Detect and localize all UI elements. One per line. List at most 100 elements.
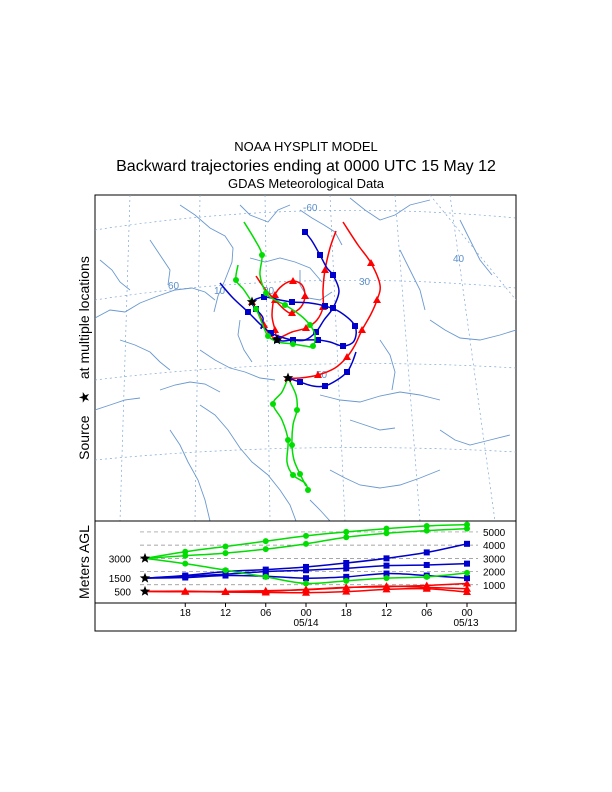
profile-trajectory-point <box>383 575 390 582</box>
profile-trajectory-point <box>383 525 390 532</box>
map-trajectory-point <box>302 324 310 331</box>
map-trajectory-point <box>314 371 322 378</box>
right-axis-label: 3000 <box>483 554 506 565</box>
profile-trajectory-point <box>303 540 309 547</box>
time-tick-label: 06 <box>421 608 433 619</box>
profile-trajectory-point <box>463 588 471 596</box>
profile-trajectory-point <box>262 538 269 545</box>
profile-trajectory-point <box>343 559 350 566</box>
profile-trajectory-point <box>262 568 269 575</box>
profile-trajectory-point <box>302 588 310 596</box>
map-trajectory-point <box>297 471 303 477</box>
time-axis: 18 12 06 00 18 12 06 00 05/14 05/13 <box>94 602 517 632</box>
profile-trajectory-point <box>383 530 390 537</box>
figure-subtitle: GDAS Meteorological Data <box>228 176 385 191</box>
map-trajectory-point <box>305 487 311 493</box>
map-trajectory-point <box>253 306 259 312</box>
map-trajectory-point <box>301 292 309 299</box>
time-tick-label: 18 <box>180 608 192 619</box>
profile-trajectory-point <box>181 587 190 595</box>
profile-trajectory-point <box>422 584 431 592</box>
right-axis-labels: 5000 4000 3000 2000 1000 <box>483 528 506 592</box>
time-tick-label: 06 <box>260 608 272 619</box>
meridian-label: 10 <box>214 286 226 297</box>
star-icon: ★ <box>76 391 92 404</box>
source-star-icon <box>246 296 258 307</box>
map-panel: -60 30 40 50 20 10 60 <box>94 194 517 522</box>
profile-trajectory-point <box>342 587 351 595</box>
start-level-label: 500 <box>114 587 131 598</box>
time-tick-label: 12 <box>381 608 393 619</box>
profile-trajectories <box>139 521 471 596</box>
profile-trajectory-point <box>222 543 229 550</box>
profile-trajectory-point <box>303 580 309 587</box>
y-axis-label: Meters AGL <box>76 525 92 599</box>
start-star-icon <box>139 585 151 596</box>
profile-trajectory-point <box>464 540 470 547</box>
svg-text:Source ★ at multip: Source ★ at multiple locations <box>76 256 92 460</box>
map-trajectory-point <box>330 272 336 278</box>
map-trajectory-point <box>297 379 303 385</box>
profile-trajectory-point <box>423 561 430 568</box>
meridian-label: 30 <box>359 277 371 288</box>
profile-trajectory-point <box>262 546 269 553</box>
map-trajectory-point <box>289 299 295 305</box>
map-trajectory-point <box>317 252 323 258</box>
source-word: Source <box>76 415 92 460</box>
map-trajectories <box>219 221 381 493</box>
map-trajectory-point <box>288 309 296 316</box>
map-trajectory-point <box>321 266 329 273</box>
start-star-icon <box>139 552 151 563</box>
map-trajectory-point <box>294 407 300 413</box>
profile-trajectory-point <box>464 569 470 576</box>
start-level-labels: 3000 1500 500 <box>109 554 132 598</box>
map-trajectory-point <box>322 383 328 389</box>
source-star-icon <box>282 372 294 383</box>
profile-trajectory-point <box>343 565 350 572</box>
profile-trajectory-point <box>221 588 230 596</box>
map-trajectory-point <box>367 259 375 266</box>
time-tick-label: 00 <box>300 608 312 619</box>
profile-trajectory-point <box>464 560 470 567</box>
profile-trajectory-point <box>303 575 309 582</box>
map-trajectory-point <box>315 337 321 343</box>
time-tick-label: 18 <box>341 608 353 619</box>
source-locations-text: at multiple locations <box>76 256 92 379</box>
figure-title-line1: NOAA HYSPLIT MODEL <box>234 139 378 154</box>
coastlines <box>95 197 516 521</box>
map-trajectory-point <box>259 252 265 258</box>
right-axis-label: 4000 <box>483 541 506 552</box>
time-tick-label: 12 <box>220 608 232 619</box>
map-background: -60 30 40 50 20 10 60 <box>95 195 516 521</box>
right-axis-label: 1000 <box>483 581 506 592</box>
map-frame <box>94 194 517 522</box>
map-trajectory-point <box>233 277 239 283</box>
start-level-label: 3000 <box>109 554 132 565</box>
profile-trajectory-point <box>343 528 350 535</box>
map-trajectory-point <box>352 323 358 329</box>
source-side-label: Source ★ at multiple locations <box>76 256 92 460</box>
profile-trajectory-point <box>261 588 270 596</box>
profile-trajectory-point <box>423 549 430 556</box>
profile-trajectory-point <box>222 567 229 574</box>
profile-trajectory-point <box>303 532 309 539</box>
meridian-label: 50 <box>316 370 328 381</box>
profile-trajectory-point <box>343 534 350 541</box>
source-star-icon <box>271 334 283 345</box>
profile-trajectory-point <box>262 573 269 580</box>
profile-trajectory-point <box>182 574 189 581</box>
profile-panel: 5000 4000 3000 2000 1000 3000 1500 500 <box>94 520 517 604</box>
map-trajectory-point <box>289 442 295 448</box>
map-trajectory-point <box>344 369 350 375</box>
profile-trajectory-point <box>383 555 390 562</box>
profile-trajectory-point <box>464 575 470 582</box>
profile-trajectory-point <box>182 560 189 567</box>
date-label-0513: 05/13 <box>453 618 478 629</box>
map-trajectory-point <box>268 330 274 336</box>
map-trajectory-point <box>282 302 288 308</box>
profile-trajectory-point <box>423 573 430 580</box>
profile-trajectory-point <box>222 550 229 557</box>
profile-trajectory-point <box>342 583 351 591</box>
start-level-label: 1500 <box>109 574 132 585</box>
